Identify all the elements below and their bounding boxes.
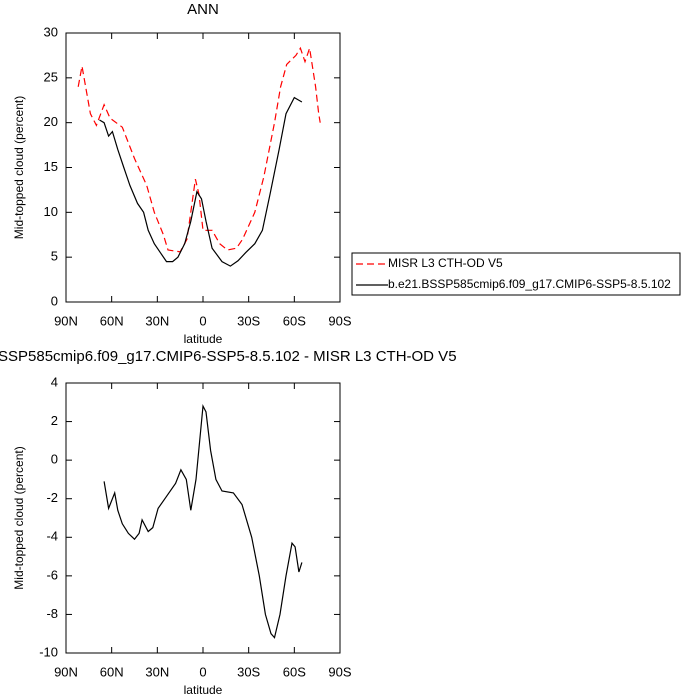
x-tick-label: 90S [328, 313, 351, 328]
x-tick-label: 0 [199, 313, 206, 328]
data-line [103, 404, 303, 639]
y-tick-label: 0 [51, 452, 58, 467]
chart-title: ANN [187, 1, 219, 18]
x-axis-label: latitude [184, 332, 223, 346]
y-tick-label: 2 [51, 413, 58, 428]
data-line [99, 96, 303, 267]
legend-label: b.e21.BSSP585cmip6.f09_g17.CMIP6-SSP5-8.… [388, 277, 671, 291]
y-tick-label: 30 [44, 24, 58, 39]
y-tick-label: -2 [46, 490, 58, 505]
x-tick-label: 60N [100, 313, 124, 328]
chart-title: SSP585cmip6.f09_g17.CMIP6-SSP5-8.5.102 -… [0, 348, 457, 365]
x-tick-label: 60S [283, 313, 306, 328]
x-tick-label: 60N [100, 664, 124, 679]
data-line [77, 46, 321, 253]
y-axis-label: Mid-topped cloud (percent) [12, 96, 26, 239]
x-tick-label: 90N [54, 313, 78, 328]
y-tick-label: 5 [51, 249, 58, 264]
plot-frame [65, 32, 341, 303]
plot-frame [65, 382, 341, 654]
x-tick-label: 60S [283, 664, 306, 679]
y-tick-label: -8 [46, 606, 58, 621]
x-tick-label: 30S [237, 313, 260, 328]
y-tick-label: 25 [44, 69, 58, 84]
y-tick-label: -10 [39, 644, 58, 659]
x-tick-label: 30N [145, 664, 169, 679]
x-tick-label: 90S [328, 664, 351, 679]
y-tick-label: 20 [44, 114, 58, 129]
x-tick-label: 90N [54, 664, 78, 679]
y-tick-label: 0 [51, 293, 58, 308]
y-tick-label: -4 [46, 529, 58, 544]
x-tick-label: 30S [237, 664, 260, 679]
y-tick-label: 15 [44, 159, 58, 174]
y-tick-label: 10 [44, 204, 58, 219]
y-axis-label: Mid-topped cloud (percent) [12, 446, 26, 589]
x-axis-label: latitude [184, 683, 223, 697]
x-tick-label: 0 [199, 664, 206, 679]
y-tick-label: -6 [46, 567, 58, 582]
y-tick-label: 4 [51, 374, 58, 389]
legend-box [351, 252, 681, 296]
x-tick-label: 30N [145, 313, 169, 328]
legend-label: MISR L3 CTH-OD V5 [388, 256, 503, 270]
